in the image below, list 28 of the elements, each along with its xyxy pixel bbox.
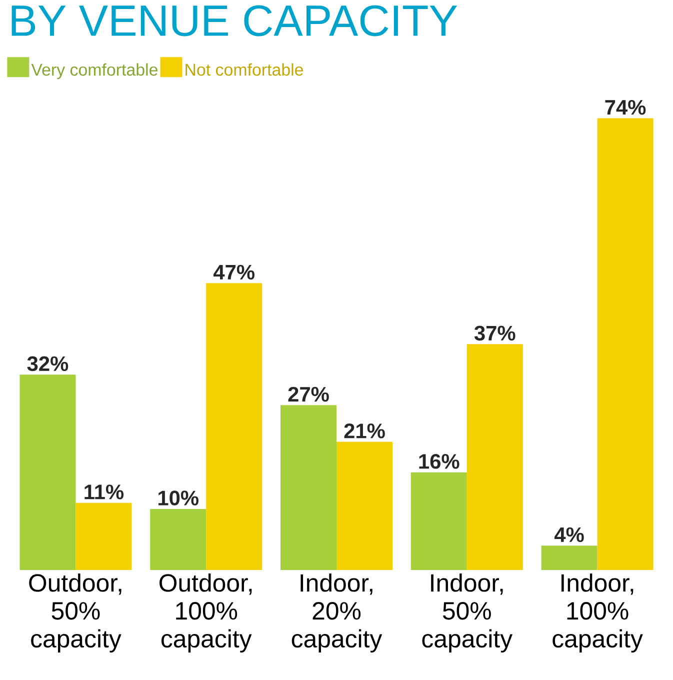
bar xyxy=(410,472,467,570)
bar xyxy=(150,508,206,570)
bar xyxy=(280,405,336,570)
x-tick-label: Indoor, 20% capacity xyxy=(292,574,382,653)
data-label: 10% xyxy=(158,490,198,506)
data-label: 21% xyxy=(344,423,385,438)
data-label: 47% xyxy=(213,264,254,280)
legend-label: Not comfortable xyxy=(186,63,304,76)
x-tick-label: Outdoor, 100% capacity xyxy=(160,574,252,653)
bar xyxy=(597,118,654,570)
data-label: 74% xyxy=(605,100,646,115)
x-tick-label: Outdoor, 50% capacity xyxy=(29,574,122,653)
x-tick-label: Indoor, 100% capacity xyxy=(552,574,643,653)
data-label: 11% xyxy=(84,484,124,500)
bar xyxy=(466,344,523,570)
x-tick-label: Indoor, 50% capacity xyxy=(422,574,513,653)
bar xyxy=(76,502,132,570)
chart-title: BY VENUE CAPACITY xyxy=(12,5,458,36)
data-label: 4% xyxy=(554,527,584,542)
data-label: 37% xyxy=(474,326,516,341)
bar xyxy=(206,283,262,570)
legend-label: Very comfortable xyxy=(31,63,158,80)
bar xyxy=(336,442,392,570)
data-label: 27% xyxy=(288,386,329,402)
data-label: 16% xyxy=(419,454,460,469)
bar xyxy=(20,374,76,570)
bar xyxy=(541,546,598,570)
data-label: 32% xyxy=(27,356,68,372)
